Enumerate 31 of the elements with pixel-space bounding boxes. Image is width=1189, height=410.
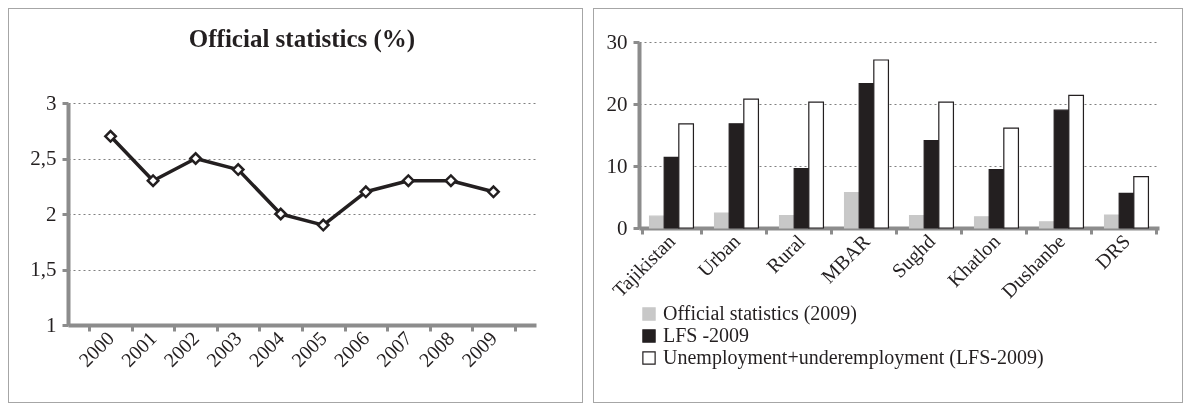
y-tick-label: 1: [46, 312, 57, 337]
point: [189, 152, 203, 165]
y-tick-label: 2,5: [30, 146, 57, 170]
bar: [843, 192, 860, 229]
y-tick-label: 30: [606, 29, 628, 54]
bar: [1038, 221, 1055, 229]
bar: [973, 216, 990, 229]
point: [274, 207, 288, 221]
legend-label: LFS -2009: [663, 324, 750, 346]
bar: [908, 215, 925, 229]
bar: [778, 215, 795, 229]
point: [104, 129, 118, 143]
point: [444, 174, 458, 188]
point: [359, 185, 373, 199]
bar: [713, 212, 730, 229]
bar: [648, 215, 665, 229]
point: [401, 174, 415, 188]
y-tick-label: 3: [46, 90, 57, 115]
chart-title: Official statistics (%): [188, 25, 416, 53]
point: [146, 174, 160, 188]
y-tick-label: 1,5: [30, 257, 57, 281]
y-tick-label: 0: [617, 215, 628, 240]
y-tick-label: 20: [606, 91, 628, 116]
bar: [1103, 214, 1120, 229]
y-tick-label: 10: [606, 153, 628, 178]
point: [316, 218, 330, 232]
legend-label: Official statistics (2009): [663, 302, 858, 325]
y-tick-label: 2: [46, 201, 57, 226]
legend-label: Unemployment+underemployment (LFS-2009): [663, 346, 1044, 369]
point: [486, 185, 500, 199]
point: [231, 163, 245, 177]
